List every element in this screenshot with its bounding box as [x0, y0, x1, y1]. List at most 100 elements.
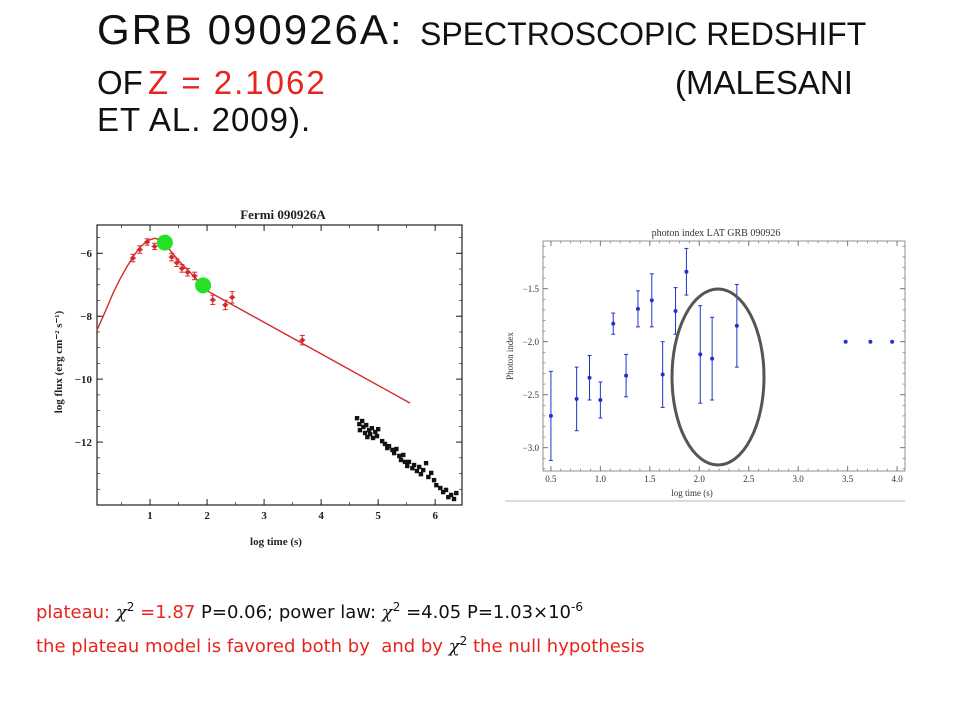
conclusion-text-end: the null hypothesis [472, 636, 645, 657]
data-point [361, 424, 366, 430]
chi-letter: χ [381, 602, 393, 623]
data-point [179, 266, 185, 271]
x-tick-label: 1 [147, 510, 153, 522]
y-tick-label: −10 [75, 374, 93, 386]
data-point [426, 474, 431, 480]
data-point [434, 482, 439, 488]
plateau-label: plateau: [36, 602, 111, 623]
data-point [406, 459, 412, 465]
data-point [397, 453, 402, 459]
data-point [365, 434, 370, 440]
data-point [401, 452, 406, 458]
title-of: OF [97, 64, 143, 101]
data-point [363, 422, 369, 428]
data-point [440, 489, 446, 495]
data-point [185, 269, 190, 275]
x-tick-label: 0.5 [545, 474, 557, 484]
x-tick-label: 1.0 [595, 474, 607, 484]
data-point [144, 239, 150, 245]
data-point [359, 418, 365, 424]
chart-background [30, 195, 470, 555]
powerlaw-p-value: P=1.03×10 [467, 602, 572, 623]
data-point [410, 465, 415, 471]
powerlaw-chi2-value: =4.05 [406, 602, 462, 623]
data-point [454, 490, 459, 496]
data-point [357, 421, 362, 427]
x-tick-label: 3 [261, 510, 267, 522]
x-tick-label: 1.5 [644, 474, 656, 484]
chi-exponent: 2 [459, 634, 468, 648]
data-point [130, 255, 136, 261]
x-tick-label: 4.0 [891, 474, 903, 484]
plot-area: 1 2 3 4 5 6 −6 −8 −10 −12 [75, 224, 463, 522]
chart-title: Fermi 090926A [240, 207, 326, 222]
data-point [411, 462, 417, 468]
data-point [366, 427, 372, 433]
data-point [386, 443, 392, 449]
conclusion-text-start: the plateau model is favored both by and… [36, 636, 443, 657]
data-point [300, 337, 305, 343]
y-tick-label: −6 [80, 248, 92, 260]
x-tick-label: 3.0 [793, 474, 805, 484]
data-point [890, 339, 895, 344]
data-point [843, 339, 848, 344]
data-point [370, 435, 376, 441]
chi-squared-symbol: χ2 [115, 600, 135, 623]
data-point [438, 485, 443, 491]
x-tick-label: 2.5 [743, 474, 755, 484]
y-tick-label: −3.0 [523, 443, 540, 453]
data-point [684, 269, 689, 274]
y-tick-label: −2.5 [523, 390, 540, 400]
x-tick-label: 5 [375, 510, 381, 522]
data-point [868, 339, 873, 344]
data-point [660, 372, 665, 377]
data-point [357, 427, 363, 433]
plot-frame [96, 224, 463, 506]
x-tick-label: 2 [204, 510, 210, 522]
chi-letter: χ [115, 602, 127, 623]
data-point [373, 429, 378, 435]
data-point [405, 463, 410, 469]
data-point [195, 277, 212, 294]
title-subtitle: SPECTROSCOPIC REDSHIFT [420, 16, 867, 52]
plateau-p-value: P=0.06; [201, 602, 274, 623]
title-citation-start: (MALESANI [675, 64, 853, 101]
conclusion-line: the plateau model is favored both by and… [36, 635, 645, 659]
data-point [152, 244, 157, 249]
title-redshift: Z = 2.1062 [148, 64, 327, 101]
chi-exponent: 2 [392, 600, 401, 614]
data-point [423, 460, 429, 466]
data-point [192, 273, 197, 279]
data-point [210, 297, 215, 303]
data-point [156, 234, 173, 251]
data-point [229, 295, 235, 300]
x-axis-label: log time (s) [671, 488, 713, 498]
x-tick-label: 6 [432, 510, 438, 522]
chi-letter: χ [448, 636, 460, 657]
data-point [598, 397, 603, 402]
y-tick-label: −1.5 [523, 284, 540, 294]
y-tick-label: −12 [75, 437, 93, 449]
highlight-ellipse [670, 287, 766, 467]
data-point [414, 468, 420, 474]
chi-exponent: 2 [126, 600, 135, 614]
data-point [382, 441, 388, 447]
data-point [611, 321, 616, 326]
data-point [624, 373, 629, 378]
plateau-chi2-value: =1.87 [140, 602, 196, 623]
y-tick-label: −2.0 [523, 337, 540, 347]
photon-index-chart: photon index LAT GRB 090926 0.5 1.0 1.5 2.0… [500, 215, 920, 505]
data-point [367, 432, 373, 437]
data-point [443, 487, 449, 493]
x-tick-label: 2.0 [694, 474, 706, 484]
chart-title: photon index LAT GRB 090926 [652, 228, 781, 239]
chart-background [500, 215, 920, 505]
data-point [398, 457, 404, 463]
data-point [379, 438, 385, 444]
title-prefix: GRB 090926A: [97, 6, 404, 53]
data-point [169, 254, 174, 260]
data-point [431, 477, 437, 483]
data-point [649, 298, 654, 303]
chi-squared-symbol: χ2 [381, 600, 401, 623]
